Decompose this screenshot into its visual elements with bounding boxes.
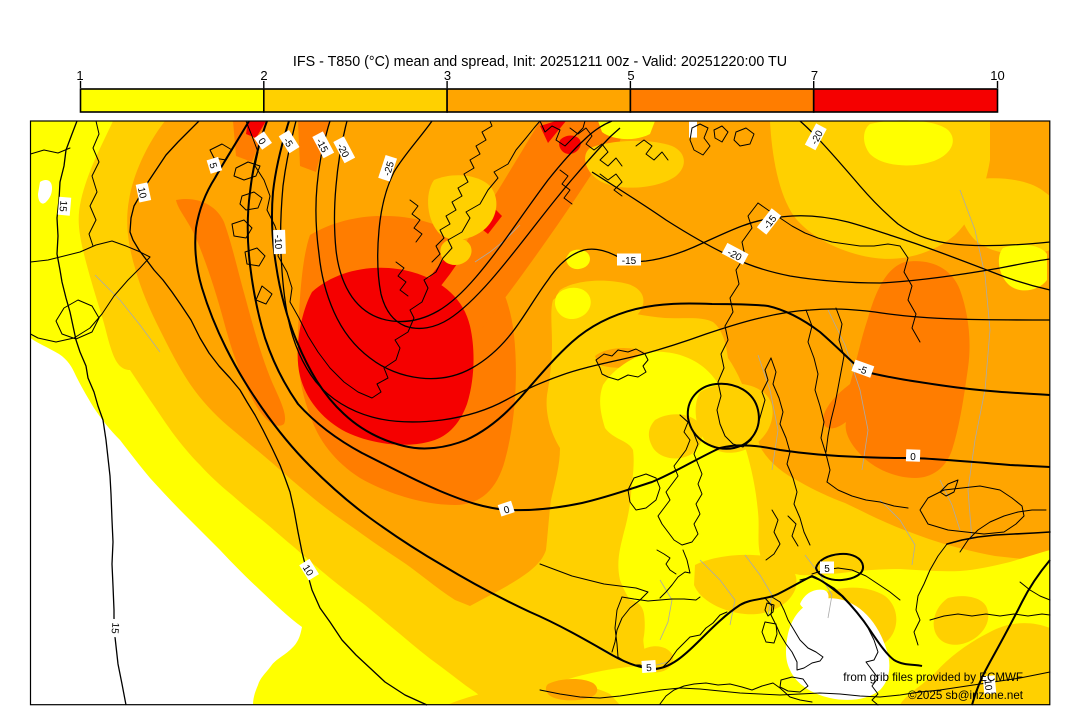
svg-text:5: 5 xyxy=(206,162,218,171)
svg-text:0: 0 xyxy=(255,136,267,147)
svg-text:10: 10 xyxy=(982,679,994,691)
svg-text:IFS - T850 (°C) mean and sprea: IFS - T850 (°C) mean and spread, Init: 2… xyxy=(293,54,787,70)
svg-text:15: 15 xyxy=(108,622,120,634)
svg-text:-5: -5 xyxy=(856,364,869,378)
svg-text:-25: -25 xyxy=(382,160,397,178)
svg-text:1: 1 xyxy=(76,68,83,83)
svg-text:10: 10 xyxy=(135,186,148,200)
svg-text:3: 3 xyxy=(444,68,451,83)
svg-text:©2025 sb@irizone.net: ©2025 sb@irizone.net xyxy=(908,689,1024,702)
svg-text:0: 0 xyxy=(503,504,512,516)
svg-text:15: 15 xyxy=(56,200,68,212)
svg-text:5: 5 xyxy=(627,68,634,83)
svg-text:from grib files provided by EC: from grib files provided by ECMWF xyxy=(843,671,1023,684)
svg-text:0: 0 xyxy=(910,452,916,463)
svg-text:-10: -10 xyxy=(272,235,284,250)
svg-text:-15: -15 xyxy=(622,256,637,267)
svg-text:7: 7 xyxy=(811,68,818,83)
svg-text:5: 5 xyxy=(646,663,653,674)
svg-text:5: 5 xyxy=(824,564,830,575)
svg-text:2: 2 xyxy=(260,68,267,83)
svg-text:10: 10 xyxy=(990,68,1004,83)
